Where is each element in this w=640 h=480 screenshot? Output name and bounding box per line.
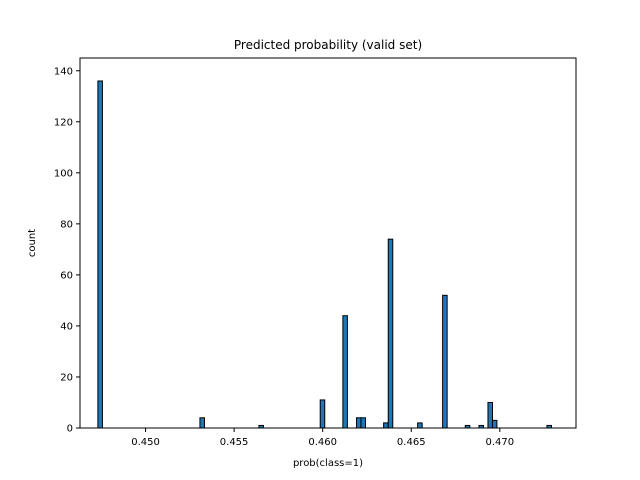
- y-tick-label: 40: [60, 321, 73, 332]
- y-axis-label: count: [27, 229, 38, 257]
- histogram-bar-8: [387, 238, 394, 429]
- x-tick-label: 0.455: [220, 437, 249, 448]
- plot-area: [80, 58, 576, 428]
- x-tick-label: 0.470: [486, 437, 515, 448]
- histogram-bar-10: [442, 294, 448, 429]
- y-tick-label: 20: [60, 372, 73, 383]
- histogram-bar-3: [319, 399, 326, 429]
- x-tick-label: 0.460: [308, 437, 337, 448]
- y-tick-label: 140: [54, 66, 73, 77]
- x-axis-label: prob(class=1): [293, 458, 363, 469]
- y-tick-label: 60: [60, 270, 73, 281]
- y-tick-label: 0: [67, 424, 73, 435]
- x-axis-ticks: 0.450 0.455 0.460 0.465 0.470: [131, 428, 514, 448]
- x-tick-label: 0.465: [397, 437, 426, 448]
- histogram-bar-14: [491, 419, 498, 429]
- y-tick-label: 100: [54, 168, 73, 179]
- plot-frame: [79, 57, 577, 429]
- y-tick-label: 80: [60, 219, 73, 230]
- y-axis-ticks: 0 20 40 60 80 100 120 140: [54, 66, 80, 435]
- histogram-bar-1: [199, 417, 205, 429]
- histogram-bar-6: [360, 417, 366, 429]
- y-tick-label: 120: [54, 117, 73, 128]
- histogram-bar-7: [383, 422, 389, 429]
- histogram-bar-5: [356, 417, 362, 429]
- histogram-bar-0: [97, 80, 103, 429]
- chart-title: Predicted probability (valid set): [234, 38, 422, 52]
- histogram-bar-9: [417, 422, 423, 429]
- x-tick-label: 0.450: [131, 437, 160, 448]
- histogram-bar-13: [487, 401, 493, 429]
- histogram-bar-4: [342, 315, 348, 429]
